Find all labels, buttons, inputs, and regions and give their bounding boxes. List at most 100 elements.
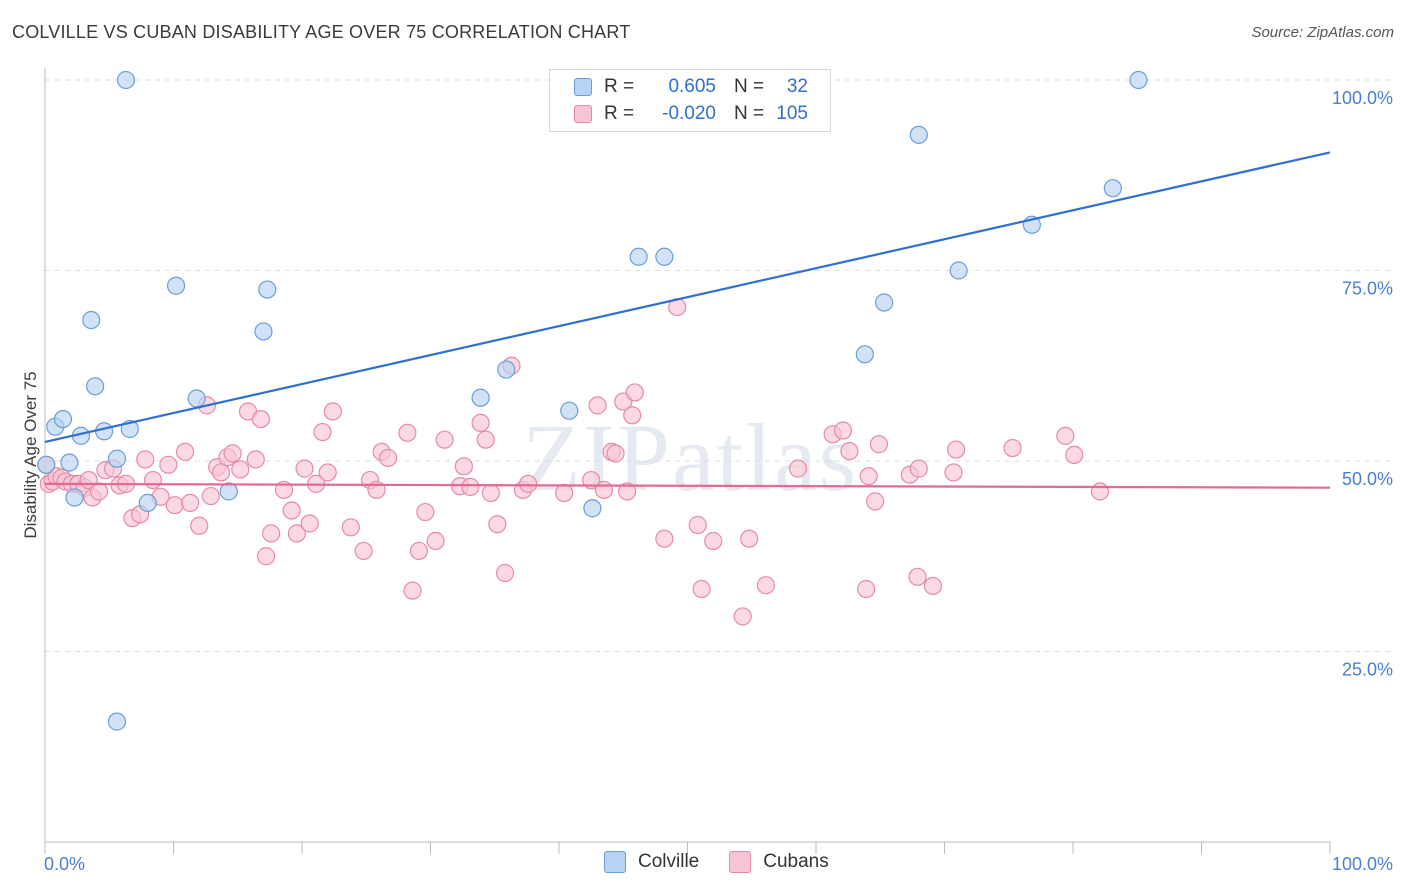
cubans-point <box>756 576 775 595</box>
cubans-point <box>246 450 265 469</box>
cubans-point <box>740 529 759 548</box>
cubans-point <box>435 430 454 449</box>
y-tick-label: 100.0% <box>1332 88 1393 108</box>
cubans-point <box>908 567 927 586</box>
cubans-swatch <box>729 851 752 873</box>
cubans-point <box>223 444 242 463</box>
cubans-point <box>318 463 337 482</box>
colville-swatch <box>604 851 626 873</box>
colville-point <box>107 712 127 731</box>
legend: R = 0.605 N = 32 R = -0.020 N = 105 <box>549 69 831 132</box>
colville-point <box>254 322 273 341</box>
colville-point <box>138 493 157 513</box>
cubans-point <box>341 518 360 537</box>
cubans-point <box>704 531 723 551</box>
cubans-point <box>190 516 209 535</box>
cubans-point <box>454 457 474 476</box>
colville-point <box>53 409 73 429</box>
colville-point <box>116 70 136 90</box>
cubans-point <box>1065 445 1084 465</box>
cubans-swatch <box>574 105 592 123</box>
cubans-point <box>251 409 270 429</box>
cubans-point <box>733 607 752 626</box>
cubans-point <box>143 470 163 490</box>
cubans-point <box>618 482 637 501</box>
watermark: ZIPatlas <box>522 404 858 511</box>
legend-n-value: 105 <box>776 103 808 124</box>
colville-point <box>1103 179 1122 198</box>
y-tick-label: 25.0% <box>1342 660 1393 680</box>
source-label: Source: ZipAtlas.com <box>1251 24 1394 41</box>
cubans-point <box>159 455 178 474</box>
cubans-point <box>944 463 963 482</box>
legend-r-label: R = <box>604 76 635 97</box>
cubans-point <box>946 440 966 459</box>
colville-point <box>166 276 186 295</box>
legend-r-value: 0.605 <box>668 76 716 97</box>
cubans-point <box>211 463 231 482</box>
cubans-point <box>416 502 435 522</box>
cubans-point <box>89 482 109 501</box>
cubans-point <box>623 406 642 425</box>
cubans-point <box>481 483 500 503</box>
cubans-point <box>688 515 707 535</box>
cubans-point <box>1003 438 1022 458</box>
grid-lines <box>45 79 1390 652</box>
colville-trend-line <box>44 151 1331 444</box>
cubans-point <box>136 450 155 469</box>
cubans-point <box>488 515 507 534</box>
cubans-point <box>181 493 200 513</box>
legend-row-colville: R = 0.605 N = 32 <box>574 74 808 100</box>
cubans-point <box>201 486 220 506</box>
cubans-point <box>165 496 184 515</box>
cubans-point <box>409 541 429 561</box>
cubans-point <box>287 524 306 543</box>
chart-title: COLVILLE VS CUBAN DISABILITY AGE OVER 75… <box>12 22 631 42</box>
colville-point <box>949 261 968 280</box>
cubans-point <box>476 430 495 449</box>
cubans-point <box>461 477 480 497</box>
cubans-point <box>262 524 281 543</box>
cubans-point <box>426 531 445 551</box>
cubans-point <box>869 435 889 454</box>
y-axis-label: Disability Age Over 75 <box>21 371 40 538</box>
cubans-point <box>398 423 417 442</box>
legend-row-cubans: R = -0.020 N = 105 <box>574 101 808 127</box>
cubans-point <box>403 581 422 600</box>
cubans-point <box>606 444 625 463</box>
colville-point <box>187 389 206 408</box>
series-name: Cubans <box>763 851 829 872</box>
y-tick-label: 75.0% <box>1342 279 1393 299</box>
series-legend-cubans[interactable]: Cubans <box>729 851 829 873</box>
cubans-point <box>866 492 885 511</box>
colville-point <box>497 360 516 379</box>
tick-labels: 25.0% 50.0% 75.0% 100.0% 0.0% 100.0% <box>44 88 1393 874</box>
cubans-point <box>323 402 342 421</box>
data-points <box>37 70 1148 731</box>
colville-point <box>107 449 127 468</box>
colville-point <box>1129 70 1148 90</box>
cubans-point <box>256 547 276 566</box>
legend-n-label: N = <box>734 103 765 124</box>
legend-n-label: N = <box>734 76 765 97</box>
colville-point <box>219 482 238 501</box>
cubans-point <box>582 470 601 490</box>
cubans-point <box>840 441 859 461</box>
cubans-point <box>923 576 943 596</box>
axes <box>44 68 1331 854</box>
colville-point <box>655 247 674 266</box>
colville-point <box>583 499 602 518</box>
legend-n-value: 32 <box>786 76 808 97</box>
colville-point <box>86 377 105 396</box>
y-tick-label: 50.0% <box>1342 469 1393 489</box>
colville-point <box>855 345 874 364</box>
series-legend-colville[interactable]: Colville <box>604 851 699 873</box>
cubans-point <box>378 448 398 468</box>
cubans-point <box>625 383 644 402</box>
cubans-point <box>175 442 195 461</box>
colville-point <box>95 422 114 441</box>
colville-point <box>37 455 56 474</box>
colville-swatch <box>574 78 592 96</box>
colville-point <box>65 488 84 507</box>
